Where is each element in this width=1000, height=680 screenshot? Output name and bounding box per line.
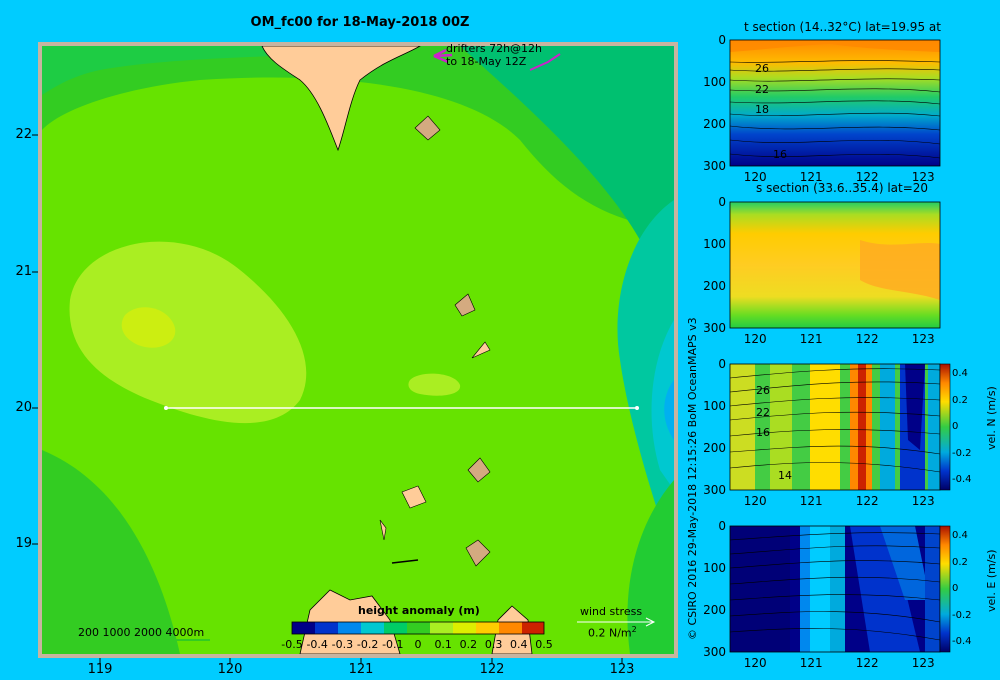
contour-label: 26 bbox=[756, 384, 770, 397]
colorbar-tick-label: 0.2 bbox=[459, 638, 478, 651]
section-ytick: 300 bbox=[703, 645, 726, 659]
s-section-title: s section (33.6..35.4) lat=20 bbox=[756, 181, 929, 195]
map-xtick: 123 bbox=[609, 662, 635, 677]
vN-section-panel bbox=[729, 363, 951, 491]
colorbar-ticks: -0.5 -0.4 -0.3 -0.2 -0.1 0 0.1 0.2 0.3 0.4 0.5 bbox=[281, 638, 554, 652]
velocity-colorbar-tick: 0.4 bbox=[952, 530, 968, 541]
colorbar-tick-label: -0.4 bbox=[306, 638, 328, 651]
height-colorbar bbox=[291, 621, 545, 635]
s-section-panel bbox=[729, 201, 941, 329]
section-xtick: 123 bbox=[911, 170, 935, 184]
section-ytick: 300 bbox=[703, 483, 726, 497]
section-xtick: 121 bbox=[799, 494, 823, 508]
section-ytick: 200 bbox=[703, 279, 726, 293]
section-xtick: 121 bbox=[799, 332, 823, 346]
contour-label: 16 bbox=[773, 148, 787, 161]
t-section-title: t section (14..32°C) lat=19.95 at bbox=[744, 20, 941, 34]
vE-colorbar-label: vel. E (m/s) bbox=[985, 549, 998, 612]
velocity-colorbar-tick: -0.4 bbox=[952, 636, 972, 647]
colorbar-tick-label: -0.3 bbox=[331, 638, 354, 651]
section-xtick: 123 bbox=[911, 494, 935, 508]
section-ytick: 300 bbox=[703, 159, 726, 173]
map-xtick: 121 bbox=[348, 662, 374, 677]
section-xtick: 120 bbox=[743, 332, 767, 346]
drifter-track bbox=[433, 48, 453, 64]
section-xtick: 121 bbox=[799, 170, 823, 184]
section-xtick: 122 bbox=[855, 332, 879, 346]
map-xtick: 119 bbox=[87, 662, 113, 677]
section-xtick: 122 bbox=[855, 656, 879, 670]
contour-label: 22 bbox=[756, 406, 770, 419]
section-ytick: 200 bbox=[703, 603, 726, 617]
velocity-colorbar-tick: 0 bbox=[952, 583, 959, 594]
colorbar-tick-label: 0 bbox=[414, 638, 422, 651]
t-section-panel bbox=[729, 39, 941, 167]
depth-legend: 200 1000 2000 4000m bbox=[78, 626, 205, 639]
vN-colorbar-label: vel. N (m/s) bbox=[985, 386, 998, 450]
colorbar-tick-label: 0.4 bbox=[510, 638, 528, 651]
map-ytick: 19 bbox=[15, 536, 32, 551]
colorbar-tick-label: -0.2 bbox=[356, 638, 379, 651]
section-panels bbox=[729, 39, 951, 653]
colorbar-label: height anomaly (m) bbox=[358, 604, 480, 617]
section-ytick: 0 bbox=[718, 519, 726, 533]
section-ytick: 300 bbox=[703, 321, 726, 335]
section-xtick: 123 bbox=[911, 656, 935, 670]
section-ytick: 200 bbox=[703, 117, 726, 131]
section-xtick: 122 bbox=[855, 170, 879, 184]
section-xtick: 123 bbox=[911, 332, 935, 346]
height-anomaly-map bbox=[32, 42, 678, 664]
section-ytick: 100 bbox=[703, 75, 726, 89]
section-ytick: 100 bbox=[703, 561, 726, 575]
section-xtick: 120 bbox=[743, 170, 767, 184]
contour-label: 18 bbox=[755, 103, 769, 116]
wind-stress-scale: 0.2 N/m2 bbox=[588, 625, 637, 640]
section-xtick: 120 bbox=[743, 656, 767, 670]
contour-label: 26 bbox=[755, 62, 769, 75]
contour-label: 16 bbox=[756, 426, 770, 439]
drifters-label: drifters 72h@12h bbox=[446, 42, 543, 55]
vE-section-panel bbox=[729, 525, 951, 653]
credit-text: © CSIRO 2016 29-May-2018 12:15:26 BoM Oc… bbox=[686, 317, 699, 640]
chart-title: OM_fc00 for 18-May-2018 00Z bbox=[250, 15, 470, 30]
section-xtick: 122 bbox=[855, 494, 879, 508]
section-ytick: 0 bbox=[718, 195, 726, 209]
colorbar-tick-label: 0.3 bbox=[484, 638, 503, 651]
map-ytick: 22 bbox=[15, 127, 32, 142]
colorbar-tick-label: 0.1 bbox=[434, 638, 452, 651]
map-xtick: 122 bbox=[479, 662, 505, 677]
section-ytick: 0 bbox=[718, 33, 726, 47]
drifters-label: to 18-May 12Z bbox=[446, 55, 527, 68]
section-ytick: 0 bbox=[718, 357, 726, 371]
map-xtick: 120 bbox=[217, 662, 243, 677]
contour-label: 14 bbox=[778, 469, 792, 482]
velocity-colorbar-tick: -0.2 bbox=[952, 609, 972, 621]
map-ytick: 21 bbox=[15, 264, 32, 279]
wind-stress-label: wind stress bbox=[580, 605, 643, 618]
contour-label: 22 bbox=[755, 83, 769, 96]
section-xtick: 120 bbox=[743, 494, 767, 508]
section-ytick: 100 bbox=[703, 237, 726, 251]
section-xtick: 121 bbox=[799, 656, 823, 670]
map-ytick: 20 bbox=[15, 400, 32, 415]
colorbar-tick-label: -0.5 bbox=[281, 638, 303, 651]
velocity-colorbar-tick: 0.2 bbox=[952, 556, 968, 568]
section-ytick: 100 bbox=[703, 399, 726, 413]
velocity-colorbar-tick: 0.2 bbox=[952, 394, 968, 406]
velocity-colorbar-tick: 0 bbox=[952, 421, 959, 432]
section-ytick: 200 bbox=[703, 441, 726, 455]
colorbar-tick-label: 0.5 bbox=[535, 638, 553, 651]
colorbar-tick-label: -0.1 bbox=[382, 638, 404, 651]
land-taiwan bbox=[261, 46, 421, 152]
velocity-colorbar-tick: -0.2 bbox=[952, 447, 972, 459]
velocity-colorbar-tick: 0.4 bbox=[952, 368, 968, 379]
velocity-colorbar-tick: -0.4 bbox=[952, 474, 972, 485]
